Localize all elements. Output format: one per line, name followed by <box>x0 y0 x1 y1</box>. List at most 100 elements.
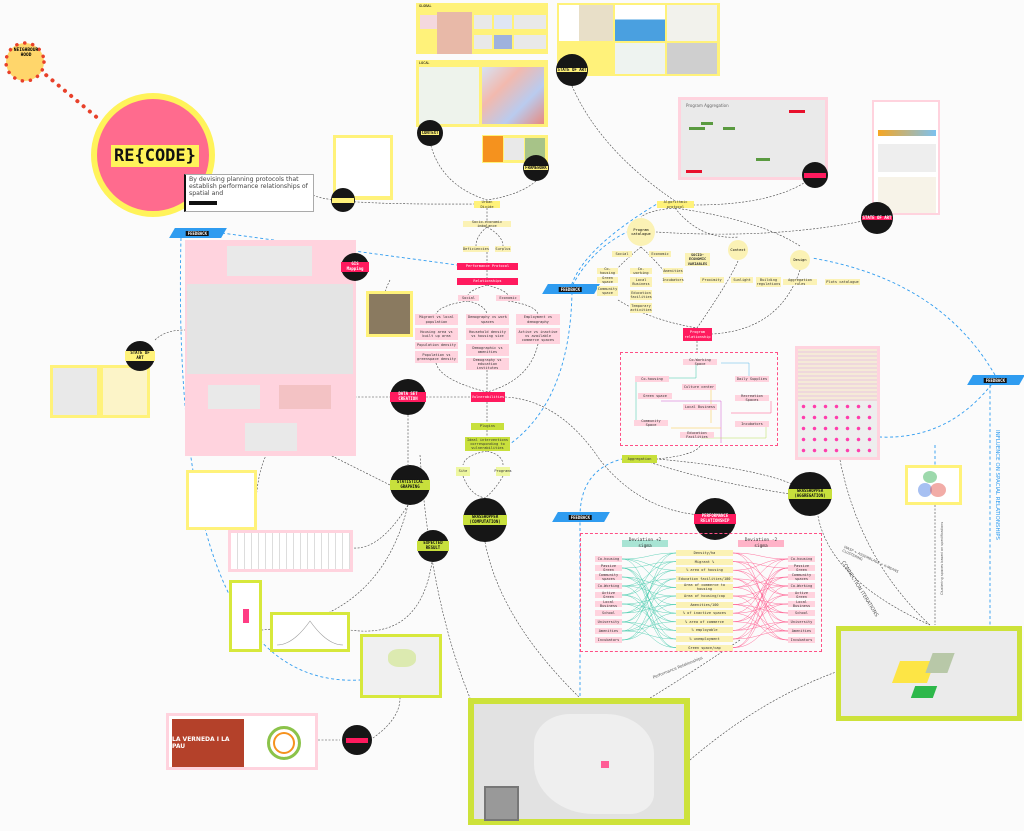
flow-col1-item[interactable]: Housing area vs built up area <box>415 328 458 340</box>
program-network-tag[interactable]: Local Business <box>683 404 717 410</box>
state-of-art-panel[interactable] <box>557 3 720 76</box>
local-panel[interactable]: LOCAL <box>416 60 548 127</box>
cluster-scatter-panel[interactable] <box>905 465 962 505</box>
flow-aggregation[interactable]: Aggregation <box>622 455 657 463</box>
data-table-panel[interactable] <box>228 530 353 572</box>
trail-map-panel[interactable] <box>186 470 257 530</box>
feedback-tag[interactable]: FEEDBACK <box>542 284 600 294</box>
node-expected-result[interactable]: EXPECTED RESULT <box>417 530 449 562</box>
flow-economic[interactable]: Economic <box>496 295 520 301</box>
global-panel[interactable]: GLOBAL <box>416 3 548 54</box>
aggregation-3d-panel[interactable] <box>836 626 1022 721</box>
feedback-tag[interactable]: FEEDBACK <box>169 228 227 238</box>
flow-col2-item[interactable]: Demographic vs amenities <box>466 344 509 356</box>
catalogue-social[interactable]: Social <box>612 251 632 257</box>
deviation-link-plus <box>621 578 677 641</box>
flow-vulnerabilities[interactable]: Vulnerabilities <box>471 392 505 402</box>
node-label-bar <box>804 172 826 178</box>
flow-algorithmic-protocol[interactable]: Algorithmic protocol <box>657 200 694 209</box>
node-program-aggregation[interactable] <box>802 162 828 188</box>
node-statistical-graphing[interactable]: STATISTICAL GRAPHING <box>390 465 430 505</box>
program-network-links <box>635 362 772 443</box>
deviation-link-minus <box>732 595 789 605</box>
distribution-panel[interactable] <box>270 612 350 652</box>
program-network-tag[interactable]: Culture center <box>682 384 716 390</box>
catalogue-item[interactable]: Amenities <box>663 268 683 274</box>
framework-panel[interactable] <box>482 135 548 163</box>
node-state-of-art-left[interactable]: STATE OF ART <box>125 341 155 371</box>
boxplot-panel[interactable] <box>229 580 262 652</box>
catalogue-item[interactable]: Green space <box>597 276 618 284</box>
catalogue-item[interactable]: Temporary activities <box>630 303 652 313</box>
program-network-tag[interactable]: Education Facilities <box>680 431 714 439</box>
flow-relationships[interactable]: Relationships <box>457 278 518 285</box>
flow-col1-item[interactable]: Population density <box>415 342 458 349</box>
catalogue-economic[interactable]: Economic <box>649 251 671 257</box>
flow-col3-item[interactable]: Active vs inactive vs available commerce… <box>516 328 560 344</box>
flow-plugins[interactable]: Plugins <box>471 423 504 430</box>
catalogue-item[interactable]: Community space <box>597 286 618 296</box>
node-grasshopper-aggregation[interactable]: GRASSHOPPER (AGGREGATION) <box>788 472 832 516</box>
node-context[interactable]: CONTEXT <box>417 120 443 146</box>
program-network-tag[interactable]: Community Space <box>634 419 668 427</box>
context-item[interactable]: Proximity <box>700 277 724 283</box>
program-network-tag[interactable]: Co-housing <box>635 376 669 382</box>
program-network-tag[interactable]: Incubators <box>735 421 769 427</box>
flow-programs[interactable]: Programs <box>494 467 512 476</box>
catalogue-item[interactable]: Co-housing <box>597 267 618 275</box>
flow-col2-item[interactable]: Demography vs work spaces <box>466 314 509 325</box>
verneda-panel[interactable]: LA VERNEDA I LA PAU <box>166 713 318 770</box>
program-network-tag[interactable]: Daily Supplies <box>735 376 769 382</box>
catalogue-item[interactable]: Incubators <box>662 277 684 283</box>
program-network-tag[interactable]: Green space <box>638 393 672 399</box>
node-state-of-art-right[interactable]: STATE OF ART <box>861 202 893 234</box>
flow-social[interactable]: Social <box>458 295 479 301</box>
program-catalogue-node[interactable]: Program catalogue <box>627 218 655 246</box>
gis-mapping-panel[interactable] <box>185 240 356 456</box>
context-item[interactable]: Building regulations <box>756 277 781 287</box>
neighbourhood-map-panel[interactable] <box>468 698 690 825</box>
flow-col1-item[interactable]: Migrant vs local population <box>415 314 458 325</box>
program-aggregation-panel[interactable]: Program Aggregation <box>678 97 828 180</box>
deviation-link-plus <box>621 552 677 560</box>
flow-ideal-interventions[interactable]: Ideal interventions corresponding to vul… <box>465 437 510 451</box>
flow-col2-item[interactable]: Household density vs housing size <box>466 328 509 340</box>
flow-performance-protocol[interactable]: Performance Protocol <box>457 263 518 270</box>
feedback-tag[interactable]: FEEDBACK <box>552 512 610 522</box>
feedback-tag[interactable]: FEEDBACK <box>967 375 1024 385</box>
socio-economic-variables[interactable]: SOCIO-ECONOMIC VARIABLES <box>685 253 710 266</box>
node-state-of-art-top[interactable]: STATE OF ART <box>556 54 588 86</box>
photos-panel[interactable] <box>366 291 413 337</box>
context-item[interactable]: Sunlight <box>731 277 753 283</box>
iterations-panel[interactable] <box>795 346 880 460</box>
design-item[interactable]: Aggregation rules <box>783 278 817 286</box>
deviation-link-minus <box>732 585 789 648</box>
flow-imbalance[interactable]: Socio-economic imbalance <box>463 220 511 228</box>
intervention-map-panel[interactable] <box>360 634 442 698</box>
state-of-art-left-panel[interactable] <box>50 365 150 418</box>
flow-col1-item[interactable]: Population vs greenspace density <box>415 351 458 363</box>
catalogue-item[interactable]: Co-working <box>630 267 652 275</box>
catalogue-item[interactable]: Education facilities <box>630 290 652 300</box>
flow-surplus[interactable]: Surplus <box>495 246 511 252</box>
node-grasshopper-computation[interactable]: GRASSHOPPER (COMPUTATION) <box>463 498 507 542</box>
node-framework[interactable]: FRAMEWORK <box>523 155 549 181</box>
node-verneda[interactable] <box>342 725 372 755</box>
flow-col2-item[interactable]: Demography vs education institutes <box>466 358 509 370</box>
program-network-tag[interactable]: Recreation Spaces <box>735 394 769 402</box>
design-item[interactable]: Plots catalogue <box>825 279 860 285</box>
node-data-set-creation[interactable]: DATA SET CREATION <box>390 379 426 415</box>
catalogue-item[interactable]: Local Business <box>630 277 652 287</box>
node-context-notes[interactable] <box>331 188 355 212</box>
flow-urban-divide[interactable]: Urban Divide <box>474 200 500 209</box>
flow-deficiencies[interactable]: Deficiencies <box>463 246 489 252</box>
flow-col3-item[interactable]: Employment vs demography <box>516 314 560 325</box>
program-network-tag[interactable]: Co-Working Space <box>683 358 717 366</box>
state-of-art-right-panel[interactable] <box>872 100 940 215</box>
context-node[interactable]: Context <box>728 240 748 260</box>
flow-site[interactable]: Site <box>456 467 470 476</box>
program-aggregation-title: Program Aggregation <box>686 103 729 108</box>
design-node[interactable]: Design <box>790 250 810 270</box>
node-gis-mapping[interactable]: GIS Mapping <box>341 253 369 281</box>
flow-program-relationship[interactable]: Program relationship <box>683 328 712 341</box>
